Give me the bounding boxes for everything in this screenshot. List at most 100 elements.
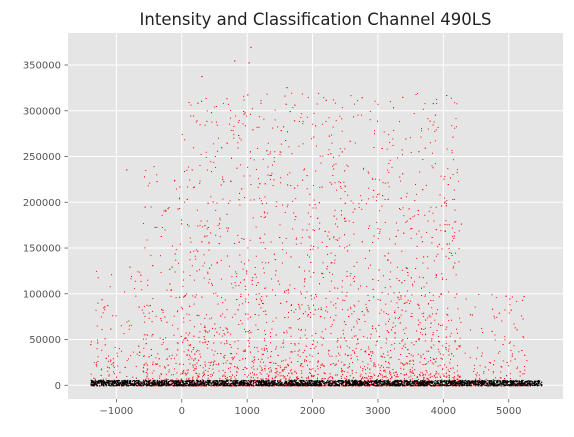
data-point: [346, 164, 348, 166]
data-point: [387, 351, 389, 353]
data-point: [159, 377, 161, 379]
data-point: [190, 380, 192, 382]
data-point: [277, 280, 279, 282]
data-point: [388, 361, 389, 363]
data-point: [214, 381, 216, 384]
data-point: [371, 377, 373, 379]
data-point: [145, 338, 147, 340]
data-point: [165, 348, 167, 350]
data-point: [371, 376, 373, 378]
data-point: [369, 110, 371, 112]
data-point: [481, 355, 483, 357]
data-point: [328, 149, 330, 151]
data-point: [201, 296, 203, 298]
data-point: [224, 316, 226, 318]
data-point: [327, 154, 329, 156]
data-point: [419, 171, 421, 173]
data-point: [282, 262, 283, 264]
data-point: [192, 364, 194, 366]
data-point: [361, 114, 362, 116]
data-point: [380, 355, 382, 357]
data-point: [361, 241, 363, 243]
data-point: [199, 182, 201, 184]
data-point: [287, 363, 289, 365]
data-point: [320, 336, 322, 338]
data-point: [310, 369, 312, 371]
data-point: [268, 374, 270, 376]
data-point: [178, 198, 180, 200]
data-point: [352, 202, 354, 204]
data-point: [242, 358, 244, 360]
data-point: [143, 364, 145, 366]
data-point: [435, 385, 437, 387]
data-point: [119, 371, 121, 373]
data-point: [385, 313, 387, 314]
data-point: [409, 360, 410, 362]
data-point: [351, 372, 353, 374]
data-point: [232, 316, 234, 318]
data-point: [488, 362, 490, 364]
data-point: [314, 230, 315, 231]
data-point: [347, 371, 349, 373]
data-point: [258, 116, 260, 118]
data-point: [283, 332, 285, 334]
data-point: [371, 351, 373, 353]
data-point: [300, 293, 302, 295]
data-point: [428, 379, 430, 381]
data-point: [323, 372, 325, 374]
data-point: [314, 309, 316, 311]
data-point: [455, 126, 457, 128]
data-point: [415, 384, 417, 386]
data-point: [230, 353, 232, 355]
data-point: [213, 363, 215, 365]
data-point: [341, 280, 343, 282]
data-point: [504, 378, 506, 380]
data-point: [476, 358, 477, 360]
data-point: [446, 243, 448, 245]
data-point: [381, 356, 383, 358]
data-point: [393, 348, 395, 350]
data-point: [205, 330, 207, 332]
data-point: [347, 250, 349, 252]
data-point: [327, 235, 329, 237]
data-point: [306, 116, 308, 118]
data-point: [281, 369, 283, 371]
data-point: [265, 378, 267, 380]
data-point: [237, 348, 239, 350]
data-point: [366, 337, 368, 339]
data-point: [312, 248, 314, 250]
data-point: [297, 361, 299, 362]
data-point: [426, 385, 428, 387]
data-point: [150, 379, 152, 381]
data-point: [233, 133, 235, 135]
data-point: [335, 307, 337, 309]
data-point: [232, 359, 234, 361]
data-point: [292, 107, 294, 108]
data-point: [386, 377, 388, 379]
data-point: [446, 95, 448, 96]
data-point: [377, 194, 379, 196]
data-point: [454, 127, 456, 129]
data-point: [204, 325, 206, 327]
data-point: [332, 99, 334, 101]
data-point: [452, 136, 454, 138]
data-point: [290, 343, 292, 344]
data-point: [481, 352, 483, 354]
data-point: [474, 384, 476, 386]
data-point: [391, 376, 393, 378]
data-point: [179, 363, 181, 365]
data-point: [415, 94, 417, 95]
data-point: [327, 265, 329, 267]
data-point: [345, 220, 347, 222]
data-point: [380, 379, 382, 380]
data-point: [253, 385, 255, 387]
data-point: [342, 374, 344, 376]
data-point: [376, 196, 378, 198]
data-point: [244, 350, 246, 352]
data-point: [313, 185, 315, 186]
data-point: [189, 356, 191, 358]
data-point: [129, 384, 131, 386]
data-point: [330, 316, 331, 318]
data-point: [366, 307, 368, 309]
data-point: [274, 109, 276, 111]
